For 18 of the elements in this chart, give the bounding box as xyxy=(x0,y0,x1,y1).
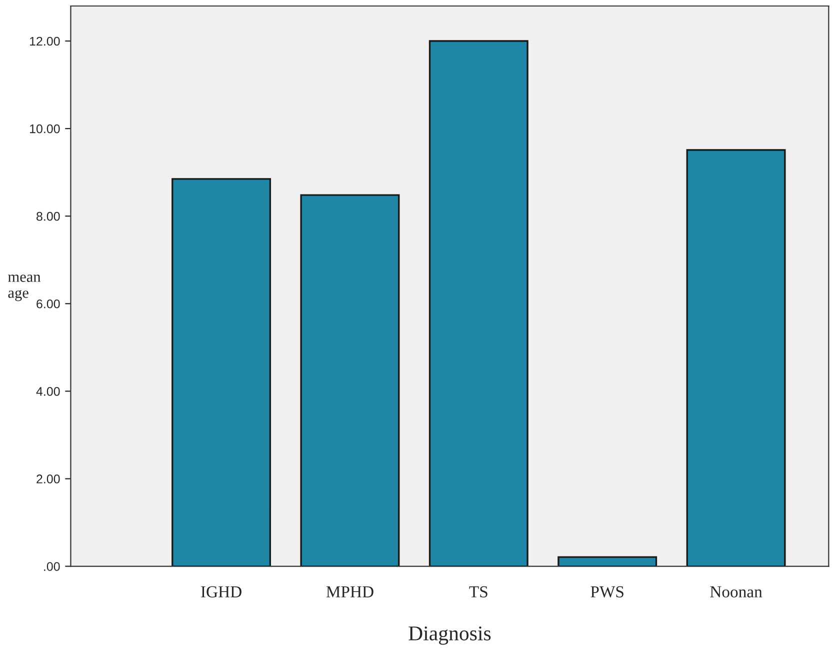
y-tick-label: 6.00 xyxy=(36,299,60,308)
x-axis-title: Diagnosis xyxy=(408,626,491,645)
y-tick-label: 10.00 xyxy=(30,124,60,134)
bar xyxy=(300,194,400,566)
bar xyxy=(558,556,658,566)
bar xyxy=(428,40,528,566)
x-tick-label: IGHD xyxy=(201,586,242,598)
x-tick-label: Noonan xyxy=(710,586,762,598)
x-tick-label: PWS xyxy=(590,586,624,598)
y-tick-label: .00 xyxy=(44,562,60,571)
y-tick-label: 4.00 xyxy=(36,386,60,396)
bar xyxy=(686,149,786,566)
x-tick-label: TS xyxy=(469,586,488,598)
x-tick-label: MPHD xyxy=(326,586,374,598)
y-tick-label: 12.00 xyxy=(30,36,60,46)
y-tick-label: 8.00 xyxy=(36,212,60,221)
bar xyxy=(172,178,272,566)
y-tick-label: 2.00 xyxy=(36,474,60,484)
